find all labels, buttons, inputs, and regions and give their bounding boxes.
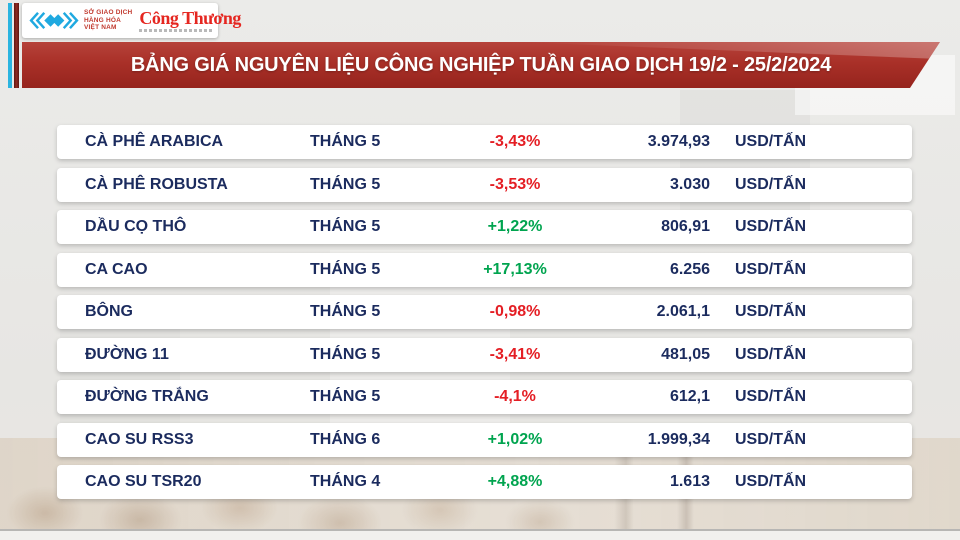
table-row: CÀ PHÊ ARABICA THÁNG 5 -3,43% 3.974,93 U… <box>57 125 912 159</box>
mxv-org-name: SỞ GIAO DỊCH HÀNG HÓA VIỆT NAM <box>84 9 132 32</box>
price-value: 1.999,34 <box>647 430 710 448</box>
contract-month: THÁNG 5 <box>310 260 381 278</box>
price-unit: USD/TẤN <box>735 175 807 193</box>
price-unit: USD/TẤN <box>735 133 807 150</box>
contract-month: THÁNG 4 <box>310 473 381 490</box>
change-percent: -0,98% <box>489 303 541 320</box>
change-percent: -3,43% <box>489 133 541 150</box>
commodity-name: DẦU CỌ THÔ <box>85 218 187 235</box>
commodity-name: ĐƯỜNG TRẮNG <box>85 388 209 405</box>
commodity-name: ĐƯỜNG 11 <box>85 345 169 363</box>
congthuong-wordmark: Công Thương <box>139 8 241 28</box>
contract-month: THÁNG 5 <box>310 303 381 320</box>
table-row: CÀ PHÊ ROBUSTA THÁNG 5 -3,53% 3.030 USD/… <box>57 167 912 202</box>
price-value: 481,05 <box>661 345 710 363</box>
change-percent: -4,1% <box>494 388 536 405</box>
price-value: 6.256 <box>669 260 710 278</box>
price-unit: USD/TẤN <box>735 260 807 278</box>
table-row: ĐƯỜNG TRẮNG THÁNG 5 -4,1% 612,1 USD/TẤN <box>57 380 912 414</box>
commodity-name: CÀ PHÊ ARABICA <box>85 133 224 150</box>
mxv-org-line: VIỆT NAM <box>84 24 117 32</box>
bottom-divider <box>0 529 960 531</box>
table-row: ĐƯỜNG 11 THÁNG 5 -3,41% 481,05 USD/TẤN <box>57 337 912 372</box>
left-accent-stripe-blue <box>8 3 12 88</box>
price-value: 1.613 <box>669 473 710 490</box>
price-unit: USD/TẤN <box>735 303 807 320</box>
mxv-org-line: SỞ GIAO DỊCH <box>84 8 133 16</box>
table-row: CA CAO THÁNG 5 +17,13% 6.256 USD/TẤN <box>57 252 912 287</box>
price-unit: USD/TẤN <box>735 345 807 363</box>
contract-month: THÁNG 5 <box>310 175 381 193</box>
title-banner: BẢNG GIÁ NGUYÊN LIỆU CÔNG NGHIỆP TUẦN GI… <box>22 42 940 88</box>
price-unit: USD/TẤN <box>735 218 807 235</box>
price-value: 3.974,93 <box>647 133 710 150</box>
price-unit: USD/TẤN <box>735 388 807 405</box>
price-value: 806,91 <box>661 218 710 235</box>
contract-month: THÁNG 5 <box>310 388 381 405</box>
change-percent: -3,53% <box>489 175 541 193</box>
commodity-name: CÀ PHÊ ROBUSTA <box>85 175 228 193</box>
contract-month: THÁNG 5 <box>310 133 381 150</box>
change-percent: +4,88% <box>487 473 543 490</box>
commodity-name: CAO SU RSS3 <box>85 430 194 448</box>
congthuong-logo: Công Thương <box>139 8 241 32</box>
congthuong-tagline <box>139 29 214 32</box>
page-title: BẢNG GIÁ NGUYÊN LIỆU CÔNG NGHIỆP TUẦN GI… <box>130 53 832 76</box>
table-row: CAO SU RSS3 THÁNG 6 +1,02% 1.999,34 USD/… <box>57 422 912 457</box>
contract-month: THÁNG 5 <box>310 218 381 235</box>
price-value: 2.061,1 <box>656 303 710 320</box>
change-percent: +1,22% <box>487 218 543 235</box>
price-unit: USD/TẤN <box>735 430 807 448</box>
commodity-name: BÔNG <box>85 303 133 320</box>
header-logo-box: SỞ GIAO DỊCH HÀNG HÓA VIỆT NAM Công Thươ… <box>22 3 241 38</box>
contract-month: THÁNG 6 <box>310 430 381 448</box>
price-unit: USD/TẤN <box>735 473 807 490</box>
table-row: CAO SU TSR20 THÁNG 4 +4,88% 1.613 USD/TẤ… <box>57 465 912 499</box>
commodity-name: CAO SU TSR20 <box>85 473 202 490</box>
mxv-logo-icon <box>29 12 79 29</box>
left-accent-stripe-red <box>14 3 19 88</box>
price-table: CÀ PHÊ ARABICA THÁNG 5 -3,43% 3.974,93 U… <box>57 125 912 499</box>
change-percent: +17,13% <box>483 260 547 278</box>
contract-month: THÁNG 5 <box>310 345 381 363</box>
price-value: 3.030 <box>669 175 710 193</box>
table-row: BÔNG THÁNG 5 -0,98% 2.061,1 USD/TẤN <box>57 295 912 329</box>
price-value: 612,1 <box>669 388 710 405</box>
change-percent: +1,02% <box>487 430 543 448</box>
change-percent: -3,41% <box>489 345 541 363</box>
commodity-name: CA CAO <box>85 260 148 278</box>
bottom-margin <box>0 531 960 540</box>
mxv-org-line: HÀNG HÓA <box>84 16 121 24</box>
table-row: DẦU CỌ THÔ THÁNG 5 +1,22% 806,91 USD/TẤN <box>57 210 912 244</box>
